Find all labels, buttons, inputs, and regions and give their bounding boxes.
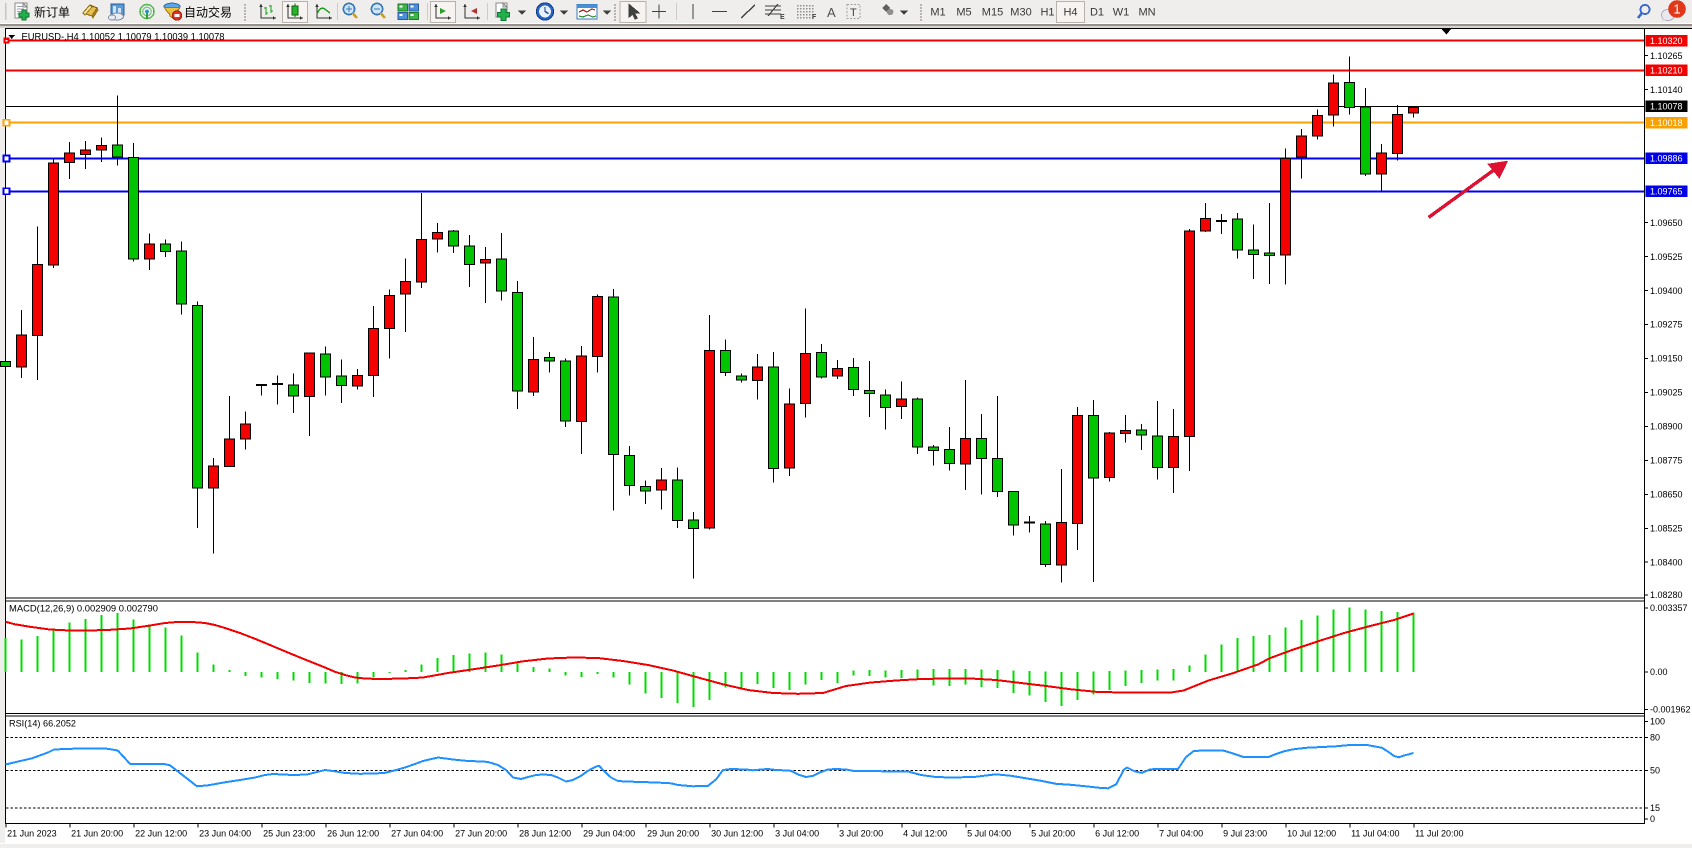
svg-text:0.003357: 0.003357 bbox=[1650, 603, 1688, 613]
svg-text:1.10018: 1.10018 bbox=[1650, 118, 1683, 128]
svg-text:1.09150: 1.09150 bbox=[1650, 354, 1683, 364]
svg-text:23 Jun 04:00: 23 Jun 04:00 bbox=[199, 829, 251, 839]
svg-text:1.10265: 1.10265 bbox=[1650, 51, 1683, 61]
svg-text:1.08280: 1.08280 bbox=[1650, 590, 1683, 600]
svg-text:21 Jun 20:00: 21 Jun 20:00 bbox=[71, 829, 123, 839]
svg-text:21 Jun 2023: 21 Jun 2023 bbox=[7, 829, 57, 839]
svg-text:M15: M15 bbox=[982, 7, 1003, 19]
svg-text:27 Jun 04:00: 27 Jun 04:00 bbox=[391, 829, 443, 839]
svg-text:22 Jun 12:00: 22 Jun 12:00 bbox=[135, 829, 187, 839]
svg-text:EURUSD-,H4 1.10052 1.10079 1.: EURUSD-,H4 1.10052 1.10079 1.10039 1.100… bbox=[22, 32, 225, 43]
svg-text:M30: M30 bbox=[1010, 7, 1031, 19]
svg-text:1.10078: 1.10078 bbox=[1650, 102, 1683, 112]
svg-text:11 Jul 20:00: 11 Jul 20:00 bbox=[1415, 829, 1463, 839]
svg-text:自动交易: 自动交易 bbox=[184, 5, 232, 20]
svg-text:D1: D1 bbox=[1090, 7, 1104, 19]
svg-text:F: F bbox=[812, 14, 817, 21]
svg-text:1: 1 bbox=[1673, 2, 1680, 17]
svg-text:1.09886: 1.09886 bbox=[1650, 154, 1683, 164]
svg-text:MN: MN bbox=[1138, 7, 1155, 19]
svg-text:E: E bbox=[780, 14, 785, 21]
svg-text:-0.001962: -0.001962 bbox=[1650, 705, 1691, 715]
svg-text:0: 0 bbox=[1650, 814, 1655, 824]
svg-text:RSI(14) 66.2052: RSI(14) 66.2052 bbox=[9, 719, 76, 730]
svg-text:25 Jun 23:00: 25 Jun 23:00 bbox=[263, 829, 315, 839]
svg-text:29 Jun 20:00: 29 Jun 20:00 bbox=[647, 829, 699, 839]
svg-text:H4: H4 bbox=[1063, 7, 1077, 19]
svg-text:9 Jul 23:00: 9 Jul 23:00 bbox=[1223, 829, 1267, 839]
svg-text:6 Jul 12:00: 6 Jul 12:00 bbox=[1095, 829, 1139, 839]
svg-text:T: T bbox=[850, 7, 857, 19]
svg-text:M1: M1 bbox=[930, 7, 945, 19]
svg-text:1.08650: 1.08650 bbox=[1650, 490, 1683, 500]
svg-text:29 Jun 04:00: 29 Jun 04:00 bbox=[583, 829, 635, 839]
svg-text:80: 80 bbox=[1650, 733, 1660, 743]
svg-text:1.10210: 1.10210 bbox=[1650, 66, 1683, 76]
svg-text:1.09025: 1.09025 bbox=[1650, 388, 1683, 398]
svg-text:0.00: 0.00 bbox=[1650, 667, 1668, 677]
svg-text:A: A bbox=[827, 5, 836, 20]
svg-text:1.09400: 1.09400 bbox=[1650, 286, 1683, 296]
svg-text:27 Jun 20:00: 27 Jun 20:00 bbox=[455, 829, 507, 839]
svg-text:5 Jul 20:00: 5 Jul 20:00 bbox=[1031, 829, 1075, 839]
svg-text:1.09765: 1.09765 bbox=[1650, 187, 1683, 197]
svg-text:15: 15 bbox=[1650, 803, 1660, 813]
svg-text:100: 100 bbox=[1650, 717, 1665, 727]
svg-text:4 Jul 12:00: 4 Jul 12:00 bbox=[903, 829, 947, 839]
svg-text:1.08525: 1.08525 bbox=[1650, 524, 1683, 534]
svg-text:28 Jun 12:00: 28 Jun 12:00 bbox=[519, 829, 571, 839]
svg-text:1.10320: 1.10320 bbox=[1650, 36, 1683, 46]
svg-text:1.08900: 1.08900 bbox=[1650, 422, 1683, 432]
svg-text:1.10140: 1.10140 bbox=[1650, 85, 1683, 95]
svg-text:M5: M5 bbox=[956, 7, 971, 19]
svg-text:MACD(12,26,9) 0.002909 0.00279: MACD(12,26,9) 0.002909 0.002790 bbox=[9, 604, 158, 615]
svg-text:10 Jul 12:00: 10 Jul 12:00 bbox=[1287, 829, 1336, 839]
svg-text:7 Jul 04:00: 7 Jul 04:00 bbox=[1159, 829, 1203, 839]
svg-text:1.09650: 1.09650 bbox=[1650, 218, 1683, 228]
svg-text:50: 50 bbox=[1650, 766, 1660, 776]
svg-text:30 Jun 12:00: 30 Jun 12:00 bbox=[711, 829, 763, 839]
svg-text:3 Jul 04:00: 3 Jul 04:00 bbox=[775, 829, 819, 839]
svg-text:H1: H1 bbox=[1040, 7, 1054, 19]
svg-text:1.09525: 1.09525 bbox=[1650, 252, 1683, 262]
svg-text:5 Jul 04:00: 5 Jul 04:00 bbox=[967, 829, 1011, 839]
svg-text:新订单: 新订单 bbox=[34, 5, 70, 20]
svg-text:11 Jul 04:00: 11 Jul 04:00 bbox=[1351, 829, 1399, 839]
svg-text:1.08400: 1.08400 bbox=[1650, 557, 1683, 567]
svg-text:1.09275: 1.09275 bbox=[1650, 320, 1683, 330]
svg-text:1.08775: 1.08775 bbox=[1650, 456, 1683, 466]
svg-text:3 Jul 20:00: 3 Jul 20:00 bbox=[839, 829, 883, 839]
svg-text:26 Jun 12:00: 26 Jun 12:00 bbox=[327, 829, 379, 839]
svg-text:W1: W1 bbox=[1113, 7, 1130, 19]
